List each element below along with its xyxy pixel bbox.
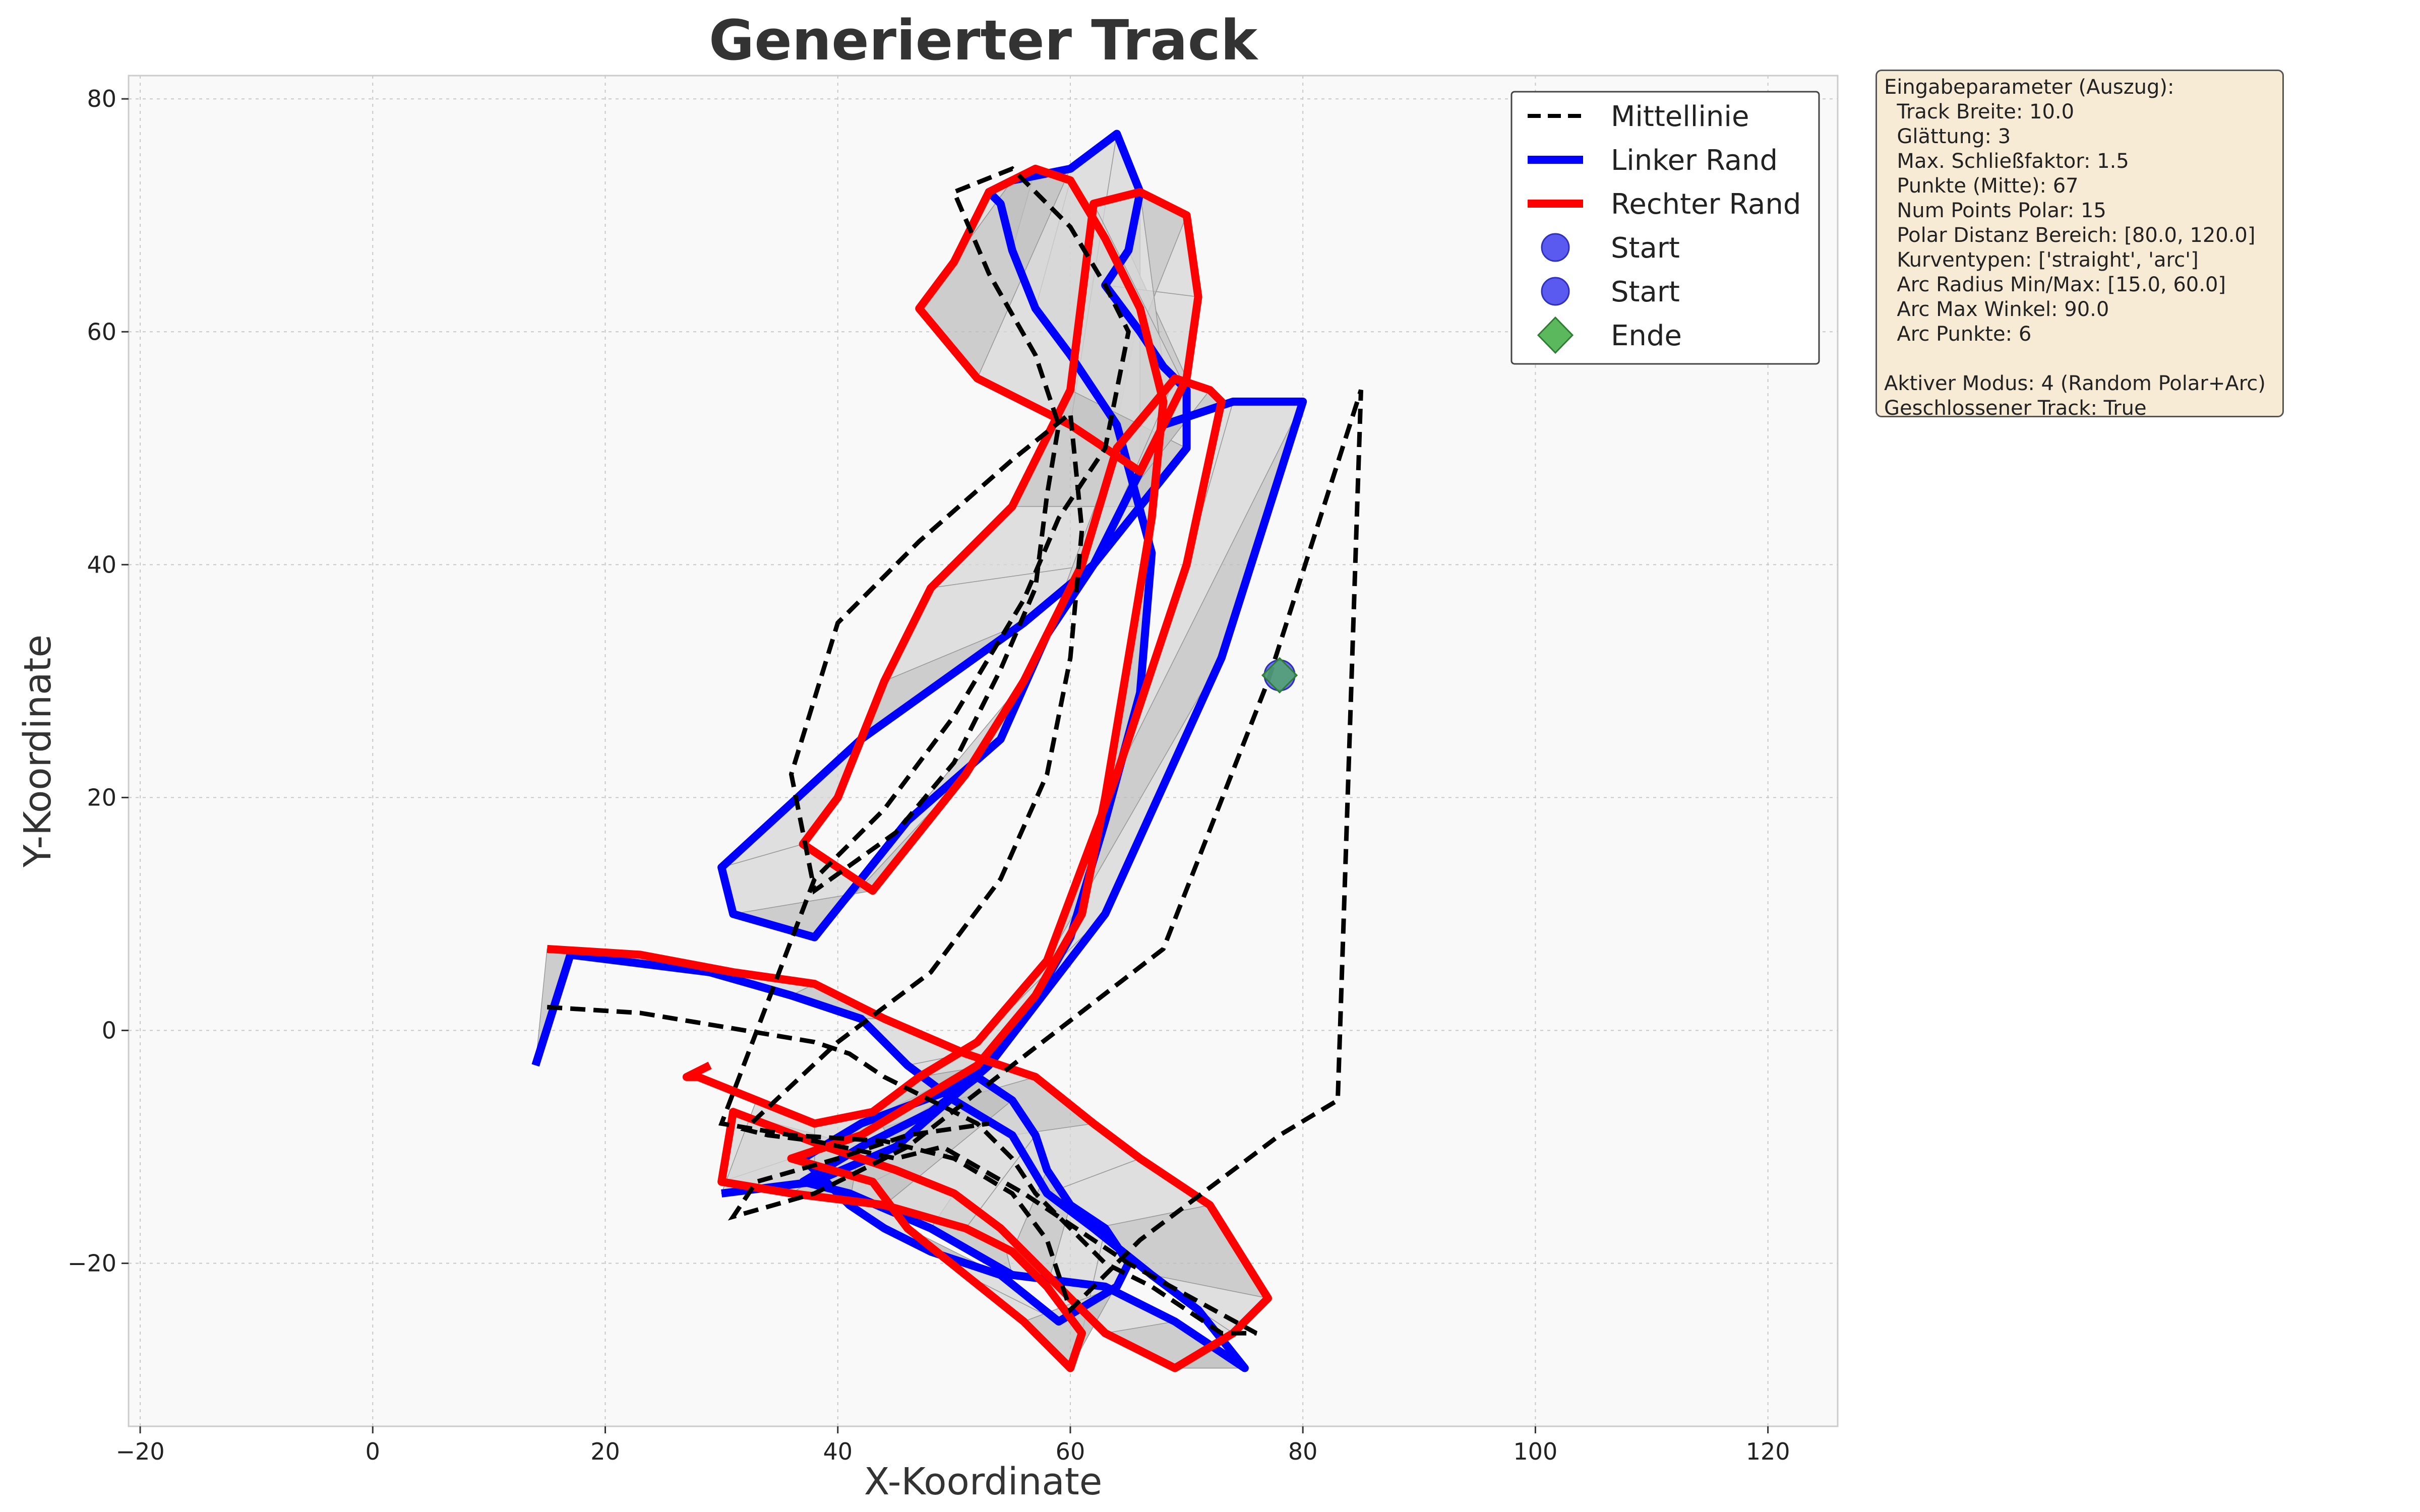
end-marker (1261, 657, 1298, 694)
y-tick-label: 0 (102, 1017, 116, 1044)
y-tick-label: 20 (87, 784, 116, 811)
legend-label-rechter-rand: Rechter Rand (1611, 188, 1801, 221)
legend-label-start-1: Start (1611, 232, 1680, 265)
info-line: Max. Schließfaktor: 1.5 (1884, 150, 2129, 173)
chart-title: Generierter Track (709, 8, 1259, 73)
info-line: Track Breite: 10.0 (1884, 100, 2075, 123)
x-tick-label: 60 (1056, 1438, 1085, 1465)
y-tick-label: 40 (87, 551, 116, 578)
legend-frame (1510, 91, 1820, 365)
legend-label-linker-rand: Linker Rand (1611, 144, 1778, 177)
info-line: Num Points Polar: 15 (1884, 199, 2106, 222)
info-line: Aktiver Modus: 4 (Random Polar+Arc) (1884, 372, 2266, 395)
legend-marker-start-2 (1541, 277, 1570, 306)
series-mittellinie (547, 166, 1363, 1336)
x-tick-label: 120 (1746, 1438, 1790, 1465)
legend-label-mittellinie: Mittellinie (1611, 100, 1749, 133)
x-tick-label: 0 (366, 1438, 380, 1465)
info-line: Arc Max Winkel: 90.0 (1884, 298, 2109, 321)
legend-marker-ende (1537, 316, 1574, 354)
legend-label-ende: Ende (1611, 320, 1682, 352)
info-line: Punkte (Mitte): 67 (1884, 174, 2079, 198)
y-tick-label: 60 (87, 318, 116, 345)
legend-marker-start-1 (1541, 233, 1570, 262)
info-line: Arc Radius Min/Max: [15.0, 60.0] (1884, 273, 2226, 296)
x-tick-label: 80 (1288, 1438, 1318, 1465)
track-markers (1261, 657, 1298, 694)
x-axis-title: X-Koordinate (864, 1460, 1103, 1503)
x-tick-label: −20 (116, 1438, 165, 1465)
legend-label-start-2: Start (1611, 276, 1680, 308)
x-tick-label: 100 (1514, 1438, 1558, 1465)
x-tick-label: 20 (590, 1438, 620, 1465)
y-tick-label: 80 (87, 85, 116, 112)
track-lines (531, 130, 1363, 1372)
info-line: Eingabeparameter (Auszug): (1884, 76, 2174, 99)
info-line: Kurventypen: ['straight', 'arc'] (1884, 248, 2199, 272)
legend: Mittellinie Linker Rand Rechter Rand Sta… (1510, 91, 1820, 365)
y-tick-label: −20 (68, 1250, 116, 1277)
info-spacer (1884, 347, 2275, 371)
info-line: Geschlossener Track: True (1884, 397, 2147, 420)
info-line: Glättung: 3 (1884, 125, 2011, 148)
info-line: Polar Distanz Bereich: [80.0, 120.0] (1884, 224, 2256, 247)
info-line: Arc Punkte: 6 (1884, 323, 2032, 346)
y-axis-title: Y-Koordinate (16, 635, 59, 868)
parameter-info-box: Eingabeparameter (Auszug): Track Breite:… (1876, 70, 2284, 420)
x-tick-label: 40 (823, 1438, 853, 1465)
axis-ticks: −20 0 20 40 60 80 100 120 −20 0 20 40 60 80 (68, 85, 1790, 1465)
